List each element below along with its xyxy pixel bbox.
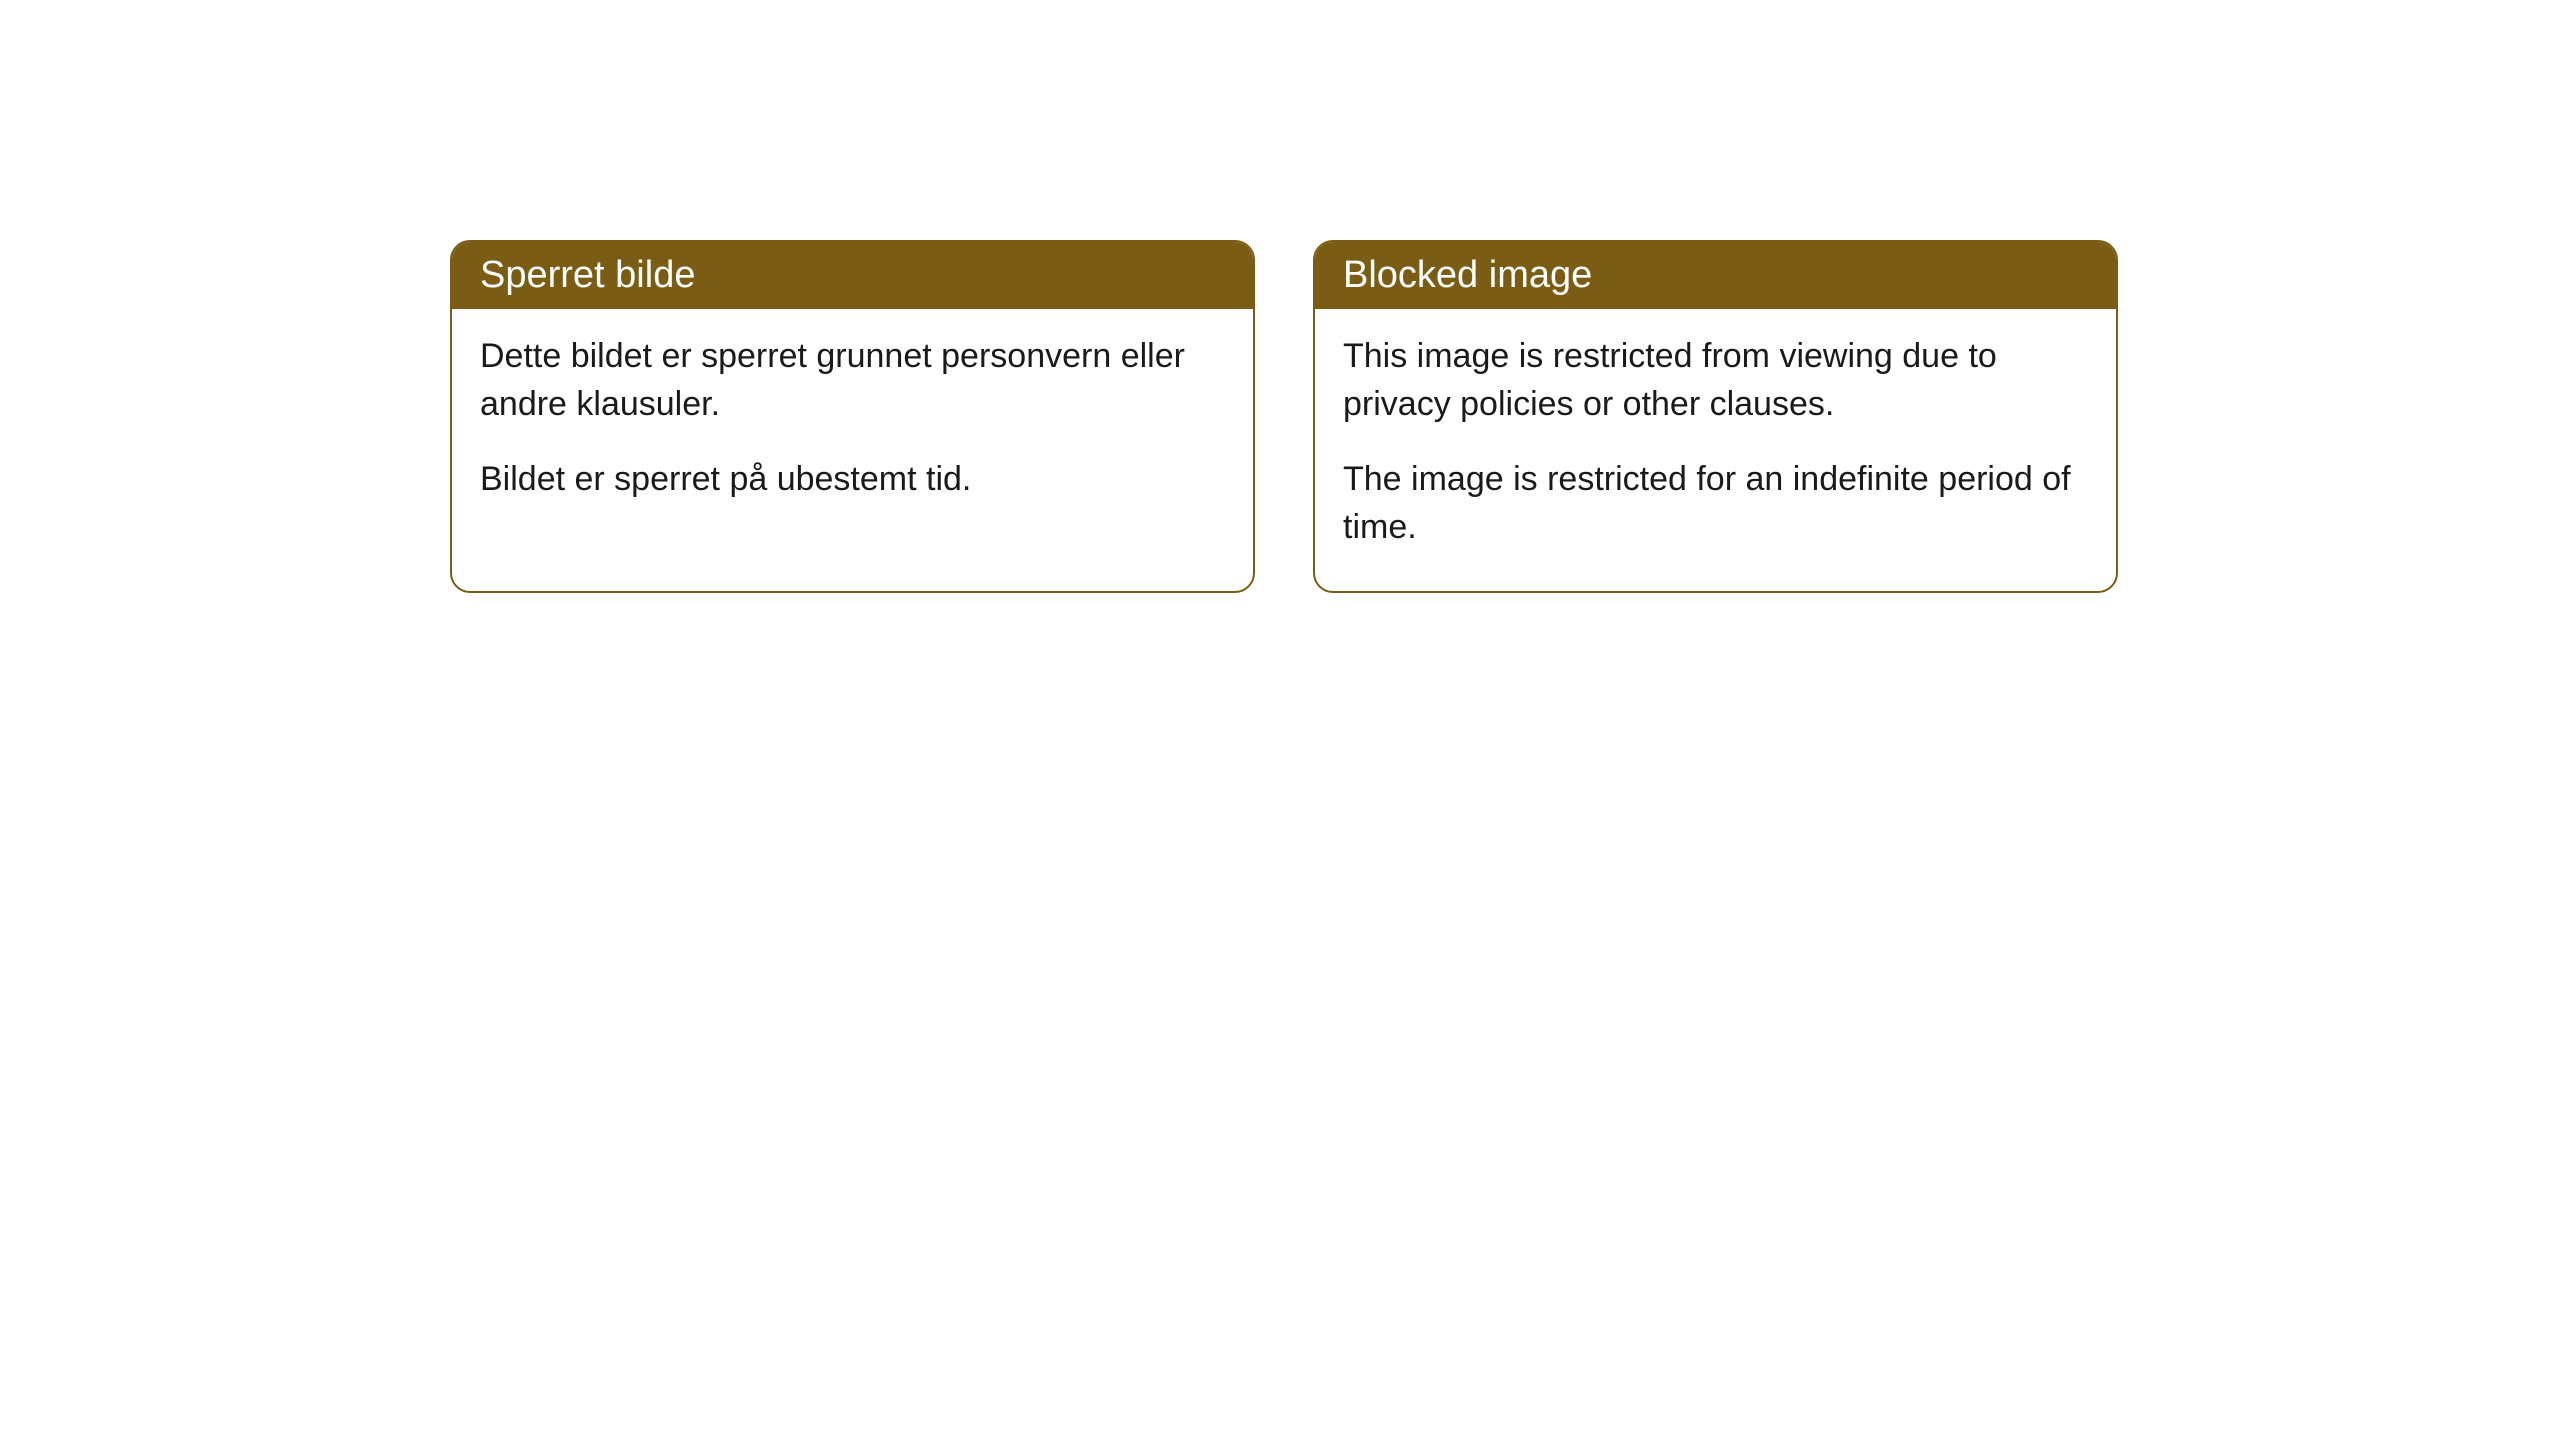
- card-paragraph: Dette bildet er sperret grunnet personve…: [480, 333, 1225, 428]
- notice-card-english: Blocked image This image is restricted f…: [1313, 240, 2118, 593]
- card-paragraph: Bildet er sperret på ubestemt tid.: [480, 456, 1225, 504]
- notice-card-norwegian: Sperret bilde Dette bildet er sperret gr…: [450, 240, 1255, 593]
- card-body: This image is restricted from viewing du…: [1315, 309, 2116, 591]
- card-header: Blocked image: [1315, 242, 2116, 309]
- card-paragraph: This image is restricted from viewing du…: [1343, 333, 2088, 428]
- card-paragraph: The image is restricted for an indefinit…: [1343, 456, 2088, 551]
- card-body: Dette bildet er sperret grunnet personve…: [452, 309, 1253, 544]
- card-title: Sperret bilde: [480, 254, 695, 296]
- card-title: Blocked image: [1343, 254, 1592, 296]
- card-header: Sperret bilde: [452, 242, 1253, 309]
- notice-cards-container: Sperret bilde Dette bildet er sperret gr…: [450, 240, 2118, 593]
